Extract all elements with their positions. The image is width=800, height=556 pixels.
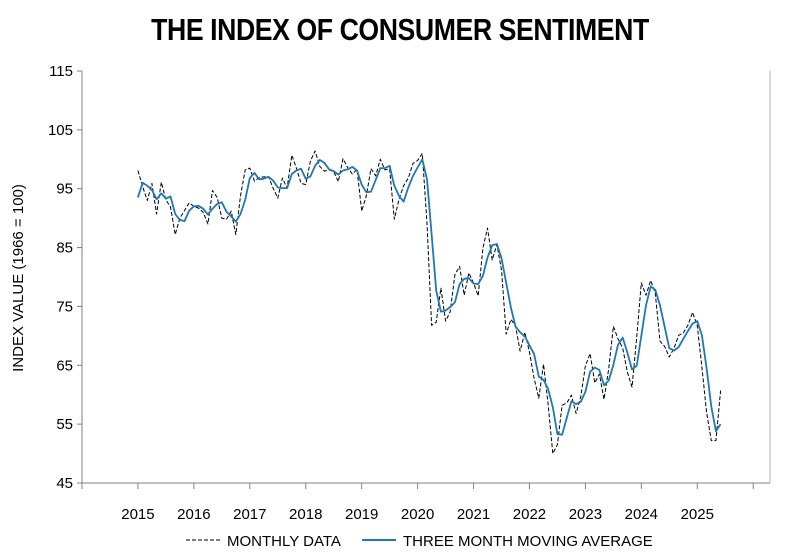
y-tick-label: 95 [56, 181, 73, 198]
x-tick-label: 2021 [457, 506, 490, 523]
y-tick-label: 45 [56, 475, 73, 492]
series-line-moving-average [137, 158, 722, 436]
y-tick-label: 75 [56, 298, 73, 315]
series-layer [137, 150, 722, 455]
legend: MONTHLY DATA THREE MONTH MOVING AVERAGE [186, 533, 653, 550]
x-tick-label: 2024 [625, 506, 658, 523]
y-axis-ticks: 45 55 65 75 85 95 105 115 [48, 63, 82, 492]
x-tick-label: 2023 [569, 506, 602, 523]
y-axis-label: INDEX VALUE (1966 = 100) [10, 184, 27, 372]
y-tick-label: 105 [48, 122, 73, 139]
legend-label-monthly: MONTHLY DATA [227, 533, 341, 550]
x-tick-label: 2018 [289, 506, 322, 523]
x-tick-label: 2016 [177, 506, 210, 523]
series-line-monthly [137, 150, 722, 455]
x-tick-label: 2025 [681, 506, 714, 523]
y-tick-label: 55 [56, 416, 73, 433]
y-tick-label: 85 [56, 240, 73, 257]
y-tick-label: 115 [49, 63, 73, 80]
x-tick-label: 2017 [233, 506, 266, 523]
x-tick-label: 2022 [513, 506, 546, 523]
x-tick-label: 2020 [401, 506, 434, 523]
legend-label-moving-average: THREE MONTH MOVING AVERAGE [403, 533, 653, 550]
x-tick-label: 2019 [345, 506, 378, 523]
x-tick-label: 2015 [121, 506, 154, 523]
axes [81, 71, 771, 484]
chart-title: THE INDEX OF CONSUMER SENTIMENT [151, 12, 649, 47]
y-tick-label: 65 [56, 357, 73, 374]
x-axis-ticks: 2015 2016 2017 2018 2019 2020 2021 2022 2023 2024… [81, 483, 754, 523]
